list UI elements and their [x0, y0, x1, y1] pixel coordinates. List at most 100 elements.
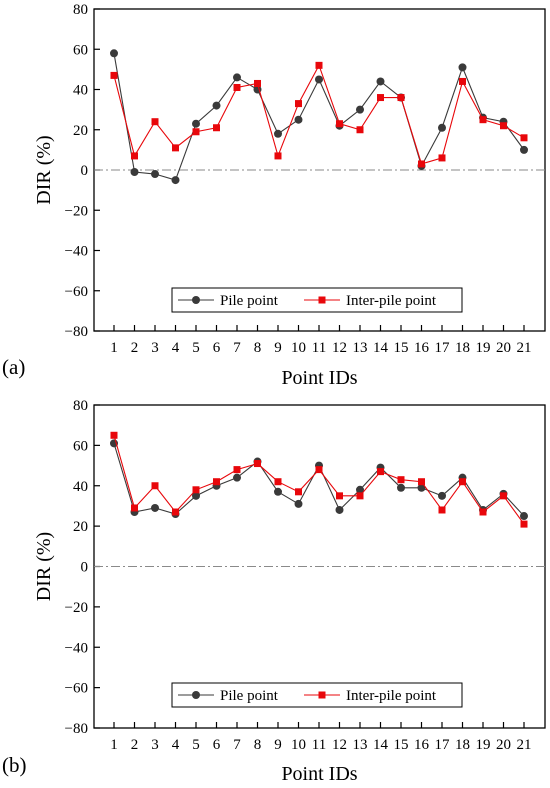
data-point [397, 94, 405, 102]
data-point [130, 168, 139, 177]
data-point [418, 478, 425, 486]
data-point [192, 119, 200, 128]
x-tick-label: 15 [394, 737, 409, 753]
x-axis-title: Point IDs [281, 763, 357, 785]
x-tick-label: 7 [233, 340, 241, 356]
y-tick-label: 20 [73, 519, 88, 535]
y-tick-label: −20 [65, 203, 88, 219]
data-point [459, 77, 466, 85]
series-line [113, 53, 525, 181]
x-tick-label: 4 [172, 737, 180, 753]
data-point [131, 504, 138, 512]
data-point [131, 152, 138, 160]
x-tick-label: 17 [435, 737, 451, 753]
data-point [458, 63, 467, 72]
x-tick-label: 5 [192, 340, 200, 356]
x-tick-label: 3 [151, 737, 159, 753]
legend-marker [192, 296, 200, 304]
x-tick-label: 2 [131, 340, 139, 356]
legend-marker [318, 691, 326, 699]
x-tick-label: 4 [172, 340, 180, 356]
panel-label: (b) [2, 753, 27, 777]
x-tick-label: 14 [373, 737, 389, 753]
data-point [479, 508, 487, 516]
x-tick-label: 1 [110, 340, 118, 356]
data-point [233, 83, 241, 91]
data-point [274, 487, 282, 496]
y-tick-label: 0 [81, 163, 89, 179]
x-tick-label: 21 [517, 737, 532, 753]
x-tick-label: 19 [476, 340, 491, 356]
data-point [294, 499, 303, 508]
x-tick-label: 6 [213, 340, 221, 356]
data-point [233, 73, 241, 82]
data-point [500, 122, 507, 130]
y-tick-label: 60 [73, 438, 88, 454]
y-tick-label: 20 [73, 123, 88, 139]
x-tick-label: 6 [213, 737, 221, 753]
x-tick-label: 13 [353, 340, 368, 356]
series-inter-pile-point [110, 431, 528, 528]
y-tick-label: 60 [73, 42, 88, 58]
data-point [274, 478, 282, 486]
data-point [213, 124, 220, 132]
series-inter-pile-point [110, 61, 528, 168]
x-tick-label: 8 [254, 737, 262, 753]
x-tick-label: 11 [312, 737, 326, 753]
y-tick-label: 40 [73, 83, 88, 99]
data-point [500, 492, 507, 500]
data-point [336, 120, 343, 128]
data-point [520, 512, 528, 521]
y-tick-label: −40 [65, 640, 88, 656]
legend: Pile point Inter-pile point [171, 287, 463, 313]
y-tick-label: 80 [73, 2, 88, 18]
y-tick-label: −80 [65, 721, 88, 737]
data-point [520, 134, 528, 142]
y-axis-title: DIR (%) [33, 135, 55, 204]
data-point [438, 491, 446, 500]
legend-marker [318, 296, 326, 304]
data-point [110, 431, 118, 439]
data-point [151, 118, 159, 126]
x-tick-label: 10 [291, 737, 306, 753]
x-tick-label: 11 [312, 340, 326, 356]
y-tick-label: 80 [73, 398, 88, 414]
data-point [335, 505, 344, 514]
data-point [294, 115, 303, 124]
data-point [192, 486, 200, 494]
x-tick-label: 21 [517, 340, 532, 356]
x-tick-label: 15 [394, 340, 409, 356]
x-tick-label: 9 [274, 340, 282, 356]
x-tick-label: 7 [233, 737, 241, 753]
x-tick-label: 17 [435, 340, 451, 356]
x-tick-label: 12 [332, 340, 347, 356]
data-point [151, 503, 159, 512]
data-point [151, 170, 159, 179]
data-point [377, 468, 384, 476]
x-tick-label: 5 [192, 737, 200, 753]
data-point [172, 144, 179, 152]
data-point [397, 483, 405, 492]
x-tick-label: 13 [353, 737, 368, 753]
data-point [192, 491, 200, 500]
legend-marker [192, 691, 200, 699]
y-tick-label: −40 [65, 244, 88, 260]
data-point [356, 492, 364, 500]
data-point [417, 483, 426, 492]
x-tick-label: 8 [254, 340, 262, 356]
data-point [110, 49, 118, 58]
data-point [295, 488, 302, 496]
x-tick-label: 14 [373, 340, 389, 356]
x-tick-label: 19 [476, 737, 491, 753]
data-point [356, 485, 364, 494]
data-point [254, 79, 261, 87]
data-point [233, 466, 241, 474]
data-point [212, 101, 221, 110]
data-point [274, 152, 282, 160]
data-point [171, 176, 180, 185]
data-point [376, 77, 385, 86]
y-tick-label: 0 [81, 560, 89, 576]
data-point [233, 473, 241, 482]
